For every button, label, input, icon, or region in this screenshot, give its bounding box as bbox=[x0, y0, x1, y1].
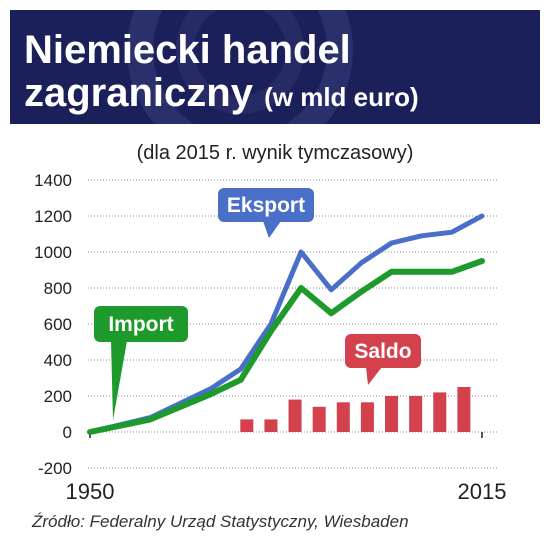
y-tick-label: 0 bbox=[63, 423, 72, 442]
saldo-bar bbox=[433, 392, 447, 432]
x-tick-label: 1950 bbox=[66, 479, 115, 504]
saldo-bar bbox=[312, 406, 326, 432]
y-tick-label: -200 bbox=[38, 459, 72, 478]
y-tick-label: 1200 bbox=[34, 207, 72, 226]
title-banner: Niemiecki handel zagraniczny (w mld euro… bbox=[10, 10, 540, 124]
saldo-callout-pointer bbox=[366, 367, 382, 385]
chart-title-line-2: zagraniczny (w mld euro) bbox=[24, 73, 419, 113]
saldo-bar bbox=[409, 396, 423, 432]
import-callout-pointer bbox=[111, 341, 127, 420]
y-tick-label: 800 bbox=[44, 279, 72, 298]
y-tick-label: 1000 bbox=[34, 243, 72, 262]
import-callout-label: Import bbox=[108, 313, 173, 336]
unit-label: (w mld euro) bbox=[264, 82, 419, 112]
swirl-decoration bbox=[127, 10, 353, 124]
import-callout-box bbox=[94, 306, 188, 342]
y-tick-label: 600 bbox=[44, 315, 72, 334]
x-tick-label: 2015 bbox=[458, 479, 507, 504]
saldo-bar bbox=[336, 402, 350, 432]
eksport-callout-box bbox=[218, 188, 314, 222]
saldo-bar bbox=[288, 399, 302, 432]
saldo-bar bbox=[457, 387, 471, 432]
saldo-bar bbox=[264, 419, 278, 432]
chart-subtitle: (dla 2015 r. wynik tymczasowy) bbox=[136, 142, 414, 164]
eksport-line bbox=[87, 213, 485, 435]
import-line bbox=[87, 258, 485, 435]
saldo-bar bbox=[240, 419, 254, 432]
chart-title-line-1: Niemiecki handel bbox=[24, 28, 351, 72]
saldo-callout-label: Saldo bbox=[354, 340, 411, 363]
eksport-callout-label: Eksport bbox=[227, 194, 305, 217]
saldo-callout-box bbox=[345, 334, 421, 368]
chart-title-part: zagraniczny bbox=[24, 71, 253, 115]
saldo-bar bbox=[360, 402, 374, 432]
saldo-bar bbox=[385, 396, 399, 432]
y-tick-label: 200 bbox=[44, 387, 72, 406]
eksport-callout-pointer bbox=[263, 221, 281, 238]
source-note: Źródło: Federalny Urząd Statystyczny, Wi… bbox=[32, 512, 409, 531]
y-tick-label: 400 bbox=[44, 351, 72, 370]
y-tick-label: 1400 bbox=[34, 171, 72, 190]
